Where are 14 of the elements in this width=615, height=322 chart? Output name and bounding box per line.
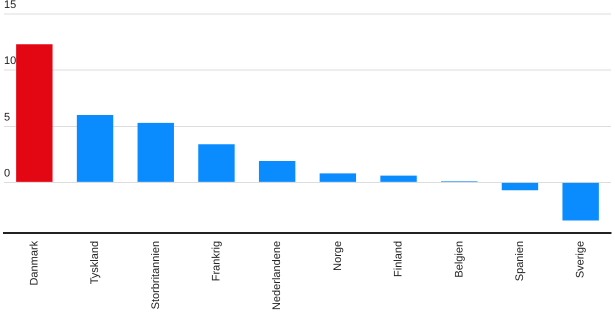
x-tick-label: Nederlandene	[271, 240, 284, 310]
y-tick-label: 0	[4, 167, 10, 180]
x-tick-label: Tyskland	[89, 240, 102, 284]
x-tick-label: Norge	[332, 240, 344, 271]
y-tick-label: 10	[4, 55, 16, 68]
x-tick-label: Storbritannien	[150, 240, 162, 310]
x-tick-label: Spanien	[514, 240, 526, 282]
y-tick-label: 15	[4, 0, 16, 12]
y-tick-label: 5	[4, 111, 10, 124]
x-tick-label: Danmark	[28, 240, 40, 286]
x-tick-label: Belgien	[453, 240, 466, 278]
x-tick-label: Sverige	[574, 240, 587, 278]
x-tick-label: Finland	[392, 240, 405, 277]
x-tick-label: Frankrig	[210, 240, 222, 282]
